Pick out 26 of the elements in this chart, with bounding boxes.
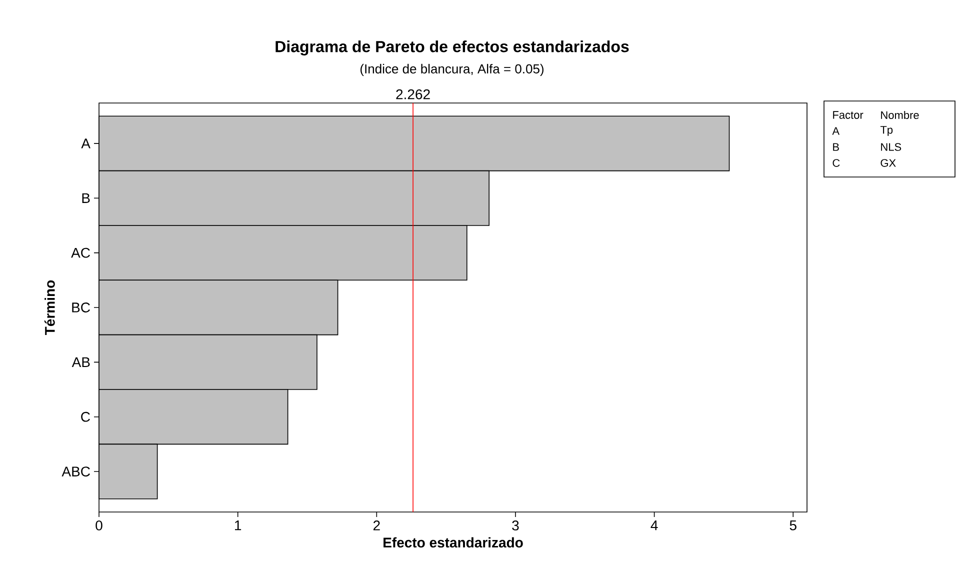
x-tick-label: 0 <box>96 520 102 530</box>
ref-line-label: 2.262 <box>396 89 430 100</box>
y-tick-label: AC <box>71 248 90 258</box>
y-axis-title: Término <box>44 280 55 335</box>
x-tick-label: 4 <box>650 520 658 530</box>
y-tick-label: B <box>82 193 90 203</box>
text: GX <box>880 159 896 167</box>
chart-title: Diagrama de Pareto de efectos estandarizados <box>276 40 629 56</box>
x-tick-label: 5 <box>790 520 796 530</box>
y-tick-label: ABC <box>62 466 90 476</box>
x-tick-label: 3 <box>512 520 519 530</box>
text: B <box>833 143 839 151</box>
y-tick-label: A <box>81 138 90 148</box>
x-axis-title: Efecto estandarizado <box>384 537 523 548</box>
y-tick-label: C <box>81 412 90 422</box>
text: Tp <box>880 126 893 136</box>
text: C <box>832 159 840 167</box>
text: A <box>832 127 840 135</box>
chart-subtitle: (Indice de blancura, Alfa = 0.05) <box>360 64 544 76</box>
y-tick-label: AB <box>72 357 90 367</box>
text: NLS <box>881 143 902 151</box>
y-tick-label: BC <box>72 302 90 312</box>
x-tick-label: 2 <box>373 520 380 530</box>
text: Nombre <box>881 110 919 120</box>
x-tick-label: 1 <box>235 520 242 530</box>
text: Factor <box>833 111 864 119</box>
